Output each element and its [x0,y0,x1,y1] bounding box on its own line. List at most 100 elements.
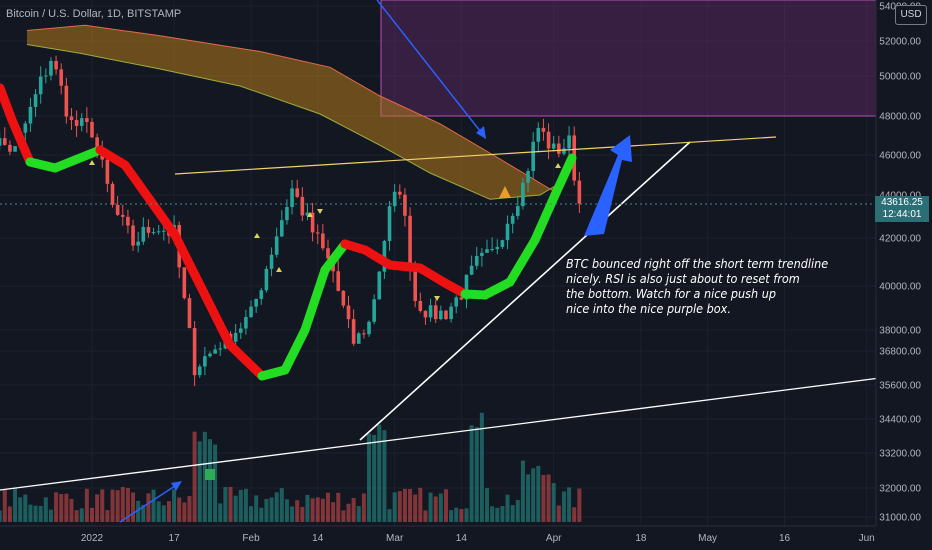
volume-bar [23,494,28,522]
volume-bar [361,493,366,522]
volume-bar [325,492,330,522]
time-tick-label: 14 [312,533,324,544]
candle-body [141,226,146,242]
candle-body [233,332,238,342]
volume-bar [249,506,254,522]
time-tick-label: Jun [859,533,875,544]
candle-body [120,214,125,217]
volume-bar [79,508,84,522]
volume-bar [264,498,269,522]
candle-body [551,143,556,149]
volume-bar [238,489,243,522]
time-tick-label: 16 [779,533,791,544]
volume-bar [310,498,315,522]
volume-bar [510,505,515,522]
volume-bar [18,497,23,522]
candle-body [218,348,223,350]
volume-bar [438,493,443,522]
volume-bar [346,503,351,522]
candle-body [28,106,33,124]
candle-body [433,305,438,320]
ma-segment [300,265,330,335]
time-tick-label: May [698,533,717,544]
ma-segment [280,325,310,375]
candle-body [208,353,212,357]
candle-body [280,220,284,237]
volume-bar [161,505,166,522]
currency-badge[interactable]: USD [895,5,927,25]
volume-bar [279,488,284,522]
price-axis[interactable]: 31000.00 32000.00 33200.00 34400.00 35600.00… [875,0,932,550]
price-tick-label: 36800.00 [879,347,921,358]
volume-bar [418,487,423,522]
candle-body [13,146,17,152]
candle-body [264,268,269,291]
volume-bar [351,497,356,522]
time-axis[interactable]: 2022 17 Feb 14 Mar 14 Apr 18 May 16 Jun [0,525,932,550]
candle-body [238,328,243,333]
volume-bar [7,506,12,522]
volume-bar [274,492,279,522]
candle-body [382,241,387,272]
sell-marker [434,296,440,301]
candle-body [79,118,84,126]
candle-body [213,349,217,354]
volume-bar [372,434,377,522]
volume-bar [315,497,320,522]
candle-body [454,297,459,307]
down-arrow-line [376,0,485,137]
candle-body [131,225,135,246]
volume-bar [131,492,136,522]
volume-bar [356,506,361,522]
current-price-badge: 43616.25 12:44:01 [875,196,929,222]
volume-bar [443,489,448,522]
volume-bar [141,504,146,522]
candle-body [74,120,79,126]
volume-bar [577,488,582,522]
down-arrow-head [476,126,486,139]
volume-bar [336,492,341,522]
volume-bar [38,505,43,522]
annotation-line: nicely. RSI is also just about to reset … [566,271,800,286]
candle-body [510,215,515,224]
candle-body [110,183,115,205]
candle-body [0,138,2,146]
volume-bar [0,510,2,522]
candle-body [521,182,525,207]
volume-bar [520,460,525,522]
ma-segment [225,340,267,381]
volume-bar [105,510,110,522]
moving-average-cloud [26,24,561,200]
time-tick-label: Feb [242,533,260,544]
candle-body [490,249,494,251]
ma-segment [530,190,560,245]
candle-body [244,317,248,329]
big-up-arrow [584,135,632,236]
price-tick-label: 40000.00 [879,282,921,293]
price-axis-bg [876,0,932,550]
candle-body [469,265,474,275]
volume-bar [197,441,202,522]
volume-bar [202,431,207,522]
volume-bar [136,500,141,522]
candle-body [95,137,99,149]
buy-marker [89,160,95,165]
cloud-lower-line [26,44,561,200]
candle-body [392,191,397,207]
volume-bar [13,487,18,522]
candle-body [44,75,48,77]
candle-countdown: 12:44:01 [882,209,922,220]
candle-body [464,274,469,300]
volume-bar [300,506,305,522]
volume-bar [464,508,469,522]
volume-bar [490,506,495,522]
candle-body [23,123,28,133]
candle-body [290,188,294,208]
time-tick-label: 14 [456,533,468,544]
ma-segment [385,260,425,273]
candle-body [536,127,541,142]
volume-bar [172,489,177,522]
volume-bar [408,488,413,522]
